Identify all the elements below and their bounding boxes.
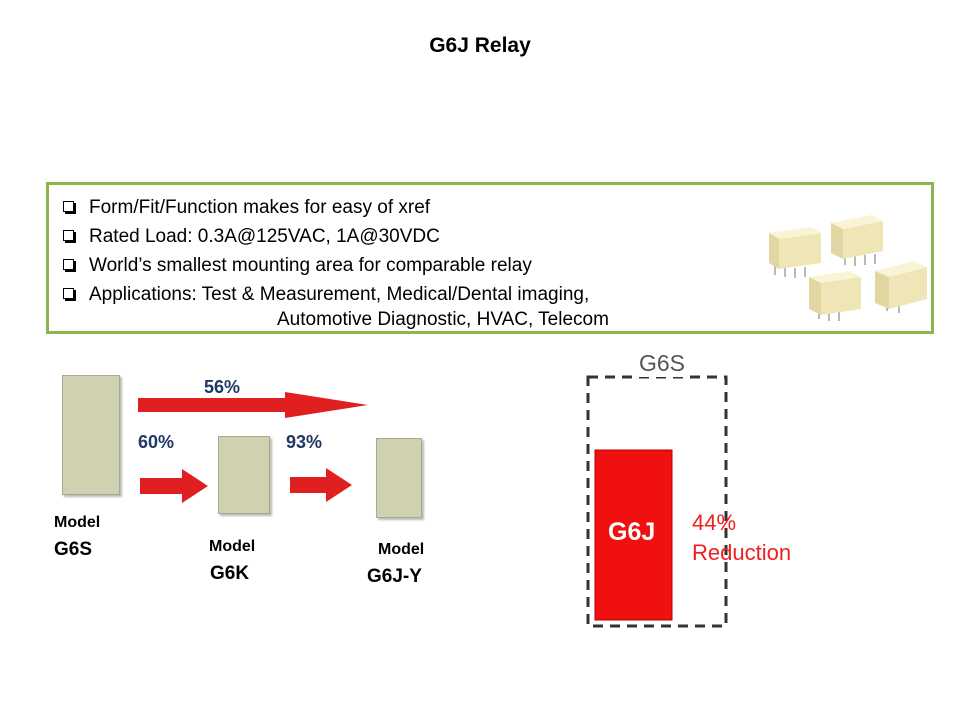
g6s-outline-label: G6S: [638, 350, 687, 377]
reduction-percent: 44%: [692, 510, 737, 535]
step1-reduction-pct: 60%: [138, 432, 175, 452]
g6s-footprint-outline: [586, 375, 728, 628]
checkbox-bullet-icon: [63, 230, 74, 241]
feature-item: Form/Fit/Function makes for easy of xref: [59, 193, 589, 222]
checkbox-bullet-icon: [63, 288, 74, 299]
checkbox-bullet-icon: [63, 259, 74, 270]
g6s-relay-block: [62, 375, 120, 495]
arrow-step1: [140, 469, 208, 503]
arrow-overall: [138, 392, 368, 418]
arrow-step2: [290, 468, 352, 502]
model-name-g6k: G6K: [210, 563, 250, 584]
model-label-g6k: Model: [209, 538, 256, 555]
model-label-g6j-y: Model: [378, 541, 425, 558]
g6j-y-relay-block: [376, 438, 422, 518]
feature-continuation: Automotive Diagnostic, HVAC, Telecom: [277, 309, 609, 330]
feature-item: Applications: Test & Measurement, Medica…: [59, 280, 589, 309]
slide-title: G6J Relay: [429, 34, 531, 57]
feature-item: World’s smallest mounting area for compa…: [59, 251, 589, 280]
reduction-label: Reduction: [692, 540, 792, 565]
feature-list: Form/Fit/Function makes for easy of xref…: [59, 193, 589, 309]
relay-photo: [769, 215, 927, 321]
relay-image: [769, 215, 927, 321]
step2-reduction-pct: 93%: [286, 432, 323, 452]
feature-box: Form/Fit/Function makes for easy of xref…: [46, 182, 934, 334]
feature-item: Rated Load: 0.3A@125VAC, 1A@30VDC: [59, 222, 589, 251]
checkbox-bullet-icon: [63, 201, 74, 212]
model-label-g6s: Model: [54, 514, 101, 531]
g6j-footprint: [594, 449, 673, 621]
overall-reduction-pct: 56%: [204, 377, 241, 397]
model-name-g6s: G6S: [54, 539, 93, 560]
model-name-g6j-y: G6J-Y: [367, 566, 422, 587]
g6k-relay-block: [218, 436, 270, 514]
g6j-footprint-label: G6J: [608, 518, 656, 546]
